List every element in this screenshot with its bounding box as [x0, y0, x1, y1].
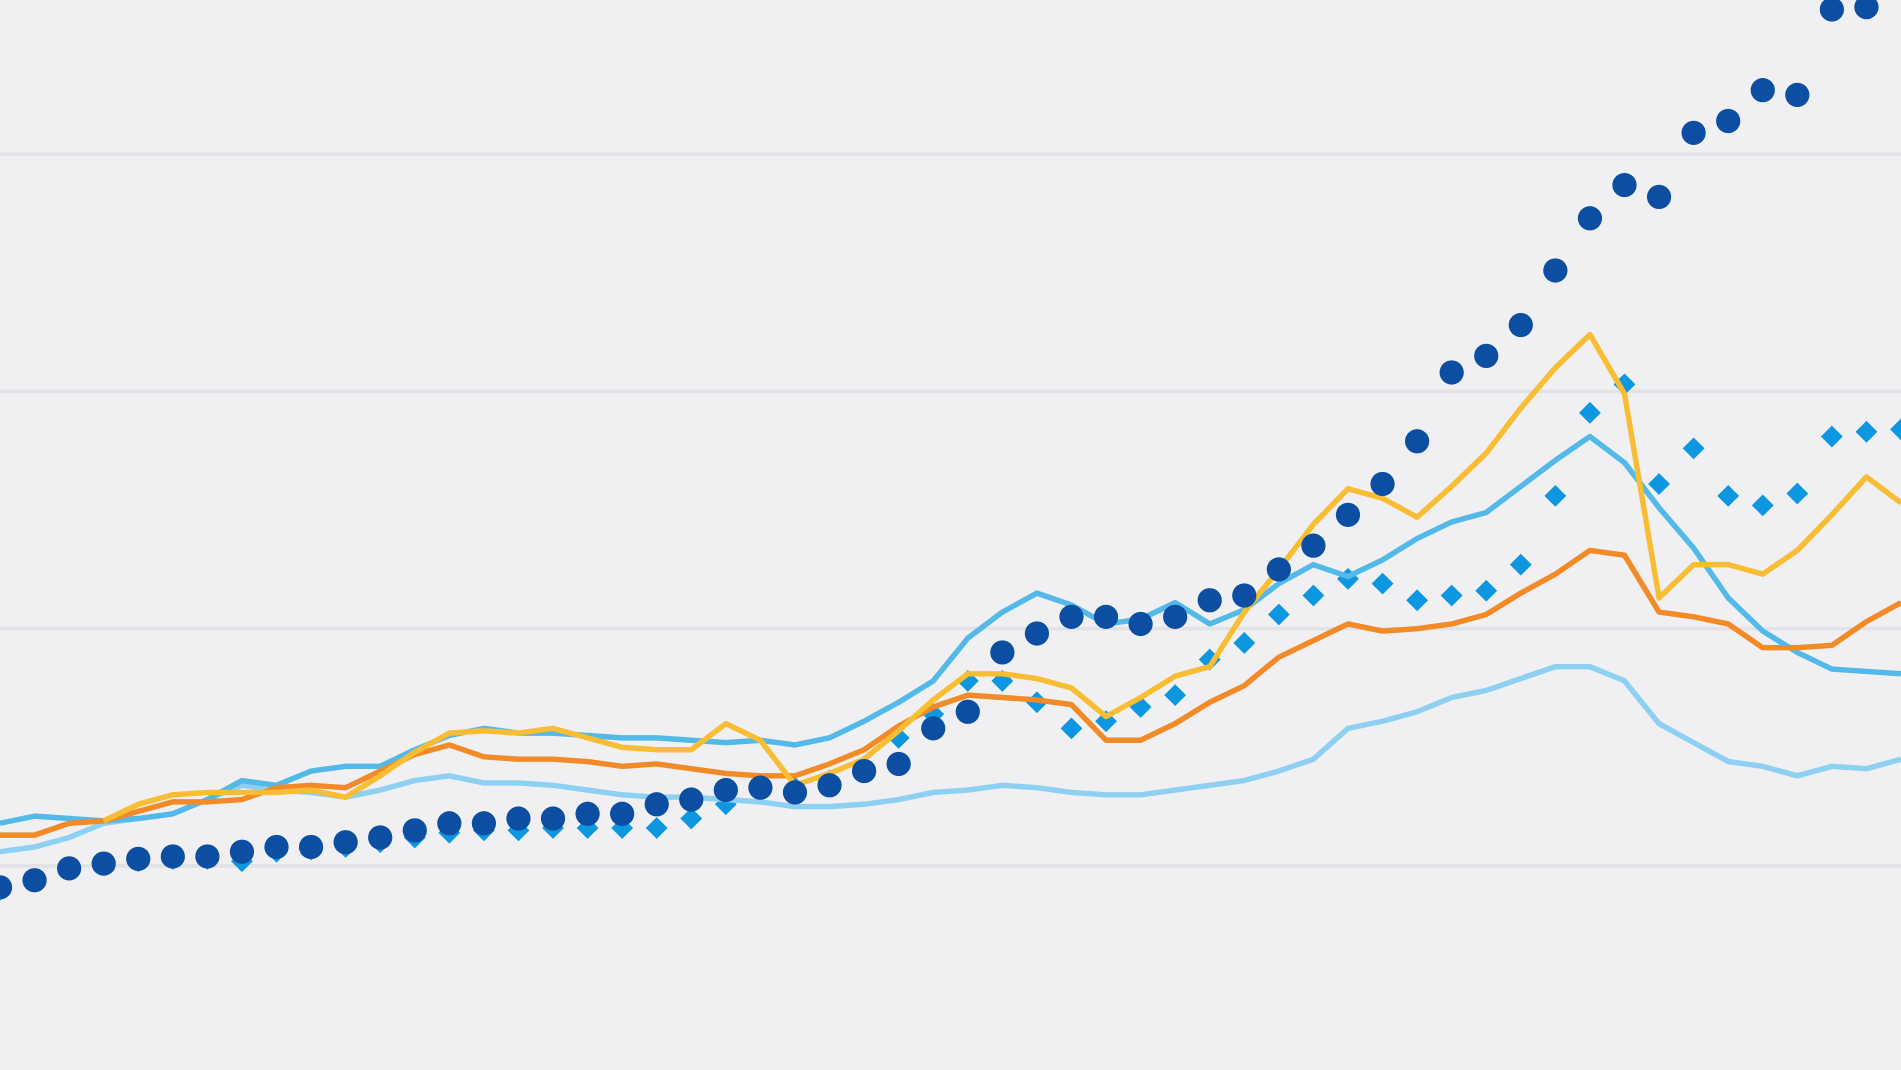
dot-point: [1163, 604, 1188, 629]
dot-point: [57, 856, 82, 881]
dot-point: [955, 699, 980, 724]
diamond-point: [1717, 484, 1740, 507]
diamond-point: [1544, 484, 1567, 507]
diamond-point: [1267, 603, 1290, 626]
diamond-point: [1855, 420, 1878, 443]
diamond-point: [1302, 584, 1325, 607]
dot-point: [851, 758, 877, 784]
diamond-point: [1060, 717, 1083, 740]
line-series: [102, 331, 1901, 824]
diamond-point: [1751, 494, 1774, 517]
dot-point: [22, 868, 47, 893]
dot-point: [610, 801, 635, 826]
diamond-point: [1440, 584, 1463, 607]
diamond-point: [1233, 632, 1256, 654]
dot-point: [91, 851, 116, 876]
dot-point: [1785, 82, 1810, 108]
dot-point: [1301, 533, 1326, 558]
dot-point: [1370, 471, 1395, 497]
dot-point: [1681, 120, 1706, 145]
dot-point: [1335, 502, 1361, 527]
dot-point: [229, 839, 255, 864]
diamond-point: [680, 807, 703, 830]
dot-point: [437, 811, 462, 836]
diamond-point: [1164, 684, 1187, 707]
dot-point: [1439, 360, 1464, 385]
dot-point: [1646, 184, 1672, 210]
diamond-point: [1682, 437, 1705, 460]
diamond-point: [1095, 710, 1117, 733]
dot-point: [1508, 312, 1533, 338]
diamond-point: [1786, 482, 1809, 505]
dot-point: [1404, 429, 1430, 454]
dot-point: [921, 716, 946, 741]
dot-point: [506, 806, 531, 831]
dot-point: [782, 780, 808, 805]
dot-point: [817, 773, 842, 798]
dot-point: [1543, 258, 1568, 283]
dot-point: [1232, 583, 1257, 608]
dot-point: [1612, 172, 1637, 198]
diamond-point: [1371, 572, 1394, 595]
dot-point: [886, 751, 911, 777]
dot-point: [1128, 611, 1153, 637]
dot-point: [713, 777, 738, 803]
dot-point: [540, 806, 566, 831]
diamond-point: [1890, 418, 1901, 441]
line-series: [0, 547, 1901, 838]
dot-point: [679, 787, 704, 812]
diamond-point: [1820, 425, 1843, 448]
diamond-point: [1198, 648, 1221, 671]
dot-point: [1474, 343, 1499, 368]
diamond-point: [1579, 401, 1601, 424]
dot-point: [990, 640, 1015, 665]
diamond-point: [1509, 553, 1532, 576]
dot-point: [126, 846, 151, 871]
dot-point: [1716, 108, 1741, 134]
dot-point: [1819, 0, 1844, 22]
dot-point: [1059, 604, 1084, 629]
diamond-point: [1475, 579, 1498, 602]
dot-point: [195, 844, 220, 869]
diamond-point: [1406, 589, 1429, 612]
dot-point: [1750, 78, 1775, 103]
dot-point: [575, 801, 600, 826]
dot-point: [368, 825, 393, 850]
dot-point: [1854, 0, 1879, 20]
dot-point: [333, 830, 358, 855]
line-series: [0, 433, 1901, 826]
diamond-point: [1648, 473, 1670, 495]
dot-point: [1024, 621, 1050, 646]
dot-point: [160, 844, 185, 869]
dot-point: [298, 834, 324, 860]
dot-point: [1093, 604, 1119, 629]
dot-point: [748, 775, 773, 800]
diamond-point: [645, 817, 668, 839]
dot-point: [1577, 206, 1603, 231]
dot-point: [471, 811, 497, 836]
dot-point: [644, 792, 669, 817]
dot-point: [1266, 557, 1291, 582]
dot-point: [402, 818, 427, 843]
dot-point: [264, 834, 289, 860]
dot-point: [1197, 588, 1222, 613]
dot-point: [0, 875, 13, 900]
